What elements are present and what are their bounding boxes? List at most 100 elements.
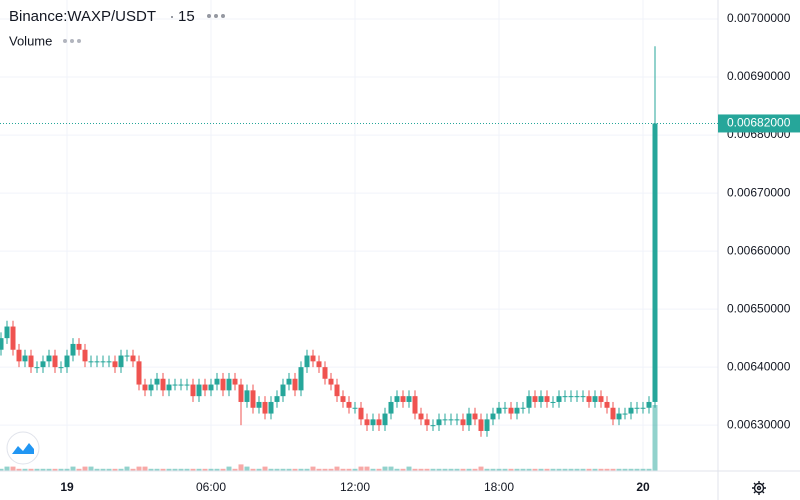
candle-body [616, 413, 622, 420]
more-icon[interactable] [207, 14, 225, 18]
volume-bar [88, 466, 94, 471]
candle-body [610, 407, 616, 420]
volume-bar [340, 468, 346, 471]
candle-body [106, 361, 112, 363]
candle-body [142, 384, 148, 391]
candle-body [232, 378, 238, 385]
volume-bar [412, 468, 418, 471]
candle-body [382, 413, 388, 426]
volume-bar [130, 468, 136, 471]
volume-bar [622, 468, 628, 471]
volume-bar [268, 468, 274, 471]
x-tick-label: 06:00 [196, 480, 226, 494]
volume-bar [214, 468, 220, 471]
candle-body [400, 396, 406, 402]
candle-body [484, 419, 490, 431]
y-tick-label: 0.00630000 [727, 417, 791, 431]
candle-body [46, 355, 52, 362]
candle-body [364, 419, 370, 426]
candle-body [70, 343, 76, 356]
candle-body [592, 396, 598, 402]
volume-bar [652, 405, 658, 471]
volume-bar [238, 464, 244, 471]
volume-bar [448, 468, 454, 471]
volume-bar [232, 468, 238, 471]
volume-bar [178, 468, 184, 471]
candle-body [274, 396, 280, 402]
candle-body [250, 390, 256, 408]
candle-body [100, 361, 106, 363]
candle-body [538, 396, 544, 402]
candle-body [604, 401, 610, 408]
volume-bar [508, 468, 514, 471]
candle-body [262, 401, 268, 414]
candle-body [0, 338, 4, 350]
candle-body [256, 401, 262, 408]
candle-body [598, 396, 604, 402]
candle-body [514, 407, 520, 414]
candle-body [76, 343, 82, 350]
candle-body [346, 401, 352, 408]
volume-bar [424, 468, 430, 471]
candle-body [172, 384, 178, 386]
volume-bar [406, 466, 412, 471]
candle-body [418, 413, 424, 420]
volume-bar [538, 468, 544, 471]
y-tick-label: 0.00670000 [727, 185, 791, 199]
candle-body [466, 413, 472, 426]
volume-bar [490, 468, 496, 471]
candle-body [304, 355, 310, 368]
candle-body [550, 401, 556, 403]
separator [171, 16, 173, 18]
volume-bar [598, 468, 604, 471]
candle-body [40, 361, 46, 368]
volume-bar [208, 468, 214, 471]
volume-bar [22, 468, 28, 471]
volume-bar [532, 468, 538, 471]
settings-icon[interactable] [752, 481, 766, 495]
volume-bar [454, 468, 460, 471]
candle-body [496, 407, 502, 414]
candle-body [460, 419, 466, 426]
volume-more-icon[interactable] [63, 39, 81, 43]
candle-body [22, 355, 28, 362]
volume-bar [364, 466, 370, 471]
candle-body [136, 361, 142, 385]
volume-bar [202, 468, 208, 471]
symbol[interactable]: Binance:WAXP/USDT [9, 8, 156, 25]
volume-bar [52, 468, 58, 471]
volume-bar [640, 468, 646, 471]
candle-body [316, 361, 322, 368]
candle-body [208, 384, 214, 391]
volume-bar [382, 466, 388, 471]
candle-body [280, 384, 286, 397]
volume-label[interactable]: Volume [9, 33, 52, 48]
candle-body [298, 367, 304, 391]
volume-bar [190, 468, 196, 471]
volume-bar [418, 468, 424, 471]
candle-body [520, 407, 526, 409]
volume-bar [628, 468, 634, 471]
volume-bar [442, 468, 448, 471]
volume-bar [148, 468, 154, 471]
volume-bar [466, 468, 472, 471]
candle-body [574, 396, 580, 398]
logo[interactable] [6, 431, 40, 465]
candle-body [88, 361, 94, 363]
volume-bar [574, 468, 580, 471]
candle-body [586, 396, 592, 402]
candle-body [532, 396, 538, 402]
volume-bar [100, 468, 106, 471]
candle-body [490, 413, 496, 420]
volume-bar [514, 468, 520, 471]
y-tick-label: 0.00660000 [727, 243, 791, 257]
candle-body [310, 355, 316, 362]
candle-body [424, 419, 430, 426]
candle-body [34, 367, 40, 369]
y-tick-label: 0.00700000 [727, 11, 791, 25]
volume-bar [472, 468, 478, 471]
volume-bar [160, 468, 166, 471]
volume-bar [0, 468, 4, 471]
volume-bar [244, 466, 250, 471]
interval[interactable]: 15 [178, 8, 195, 25]
